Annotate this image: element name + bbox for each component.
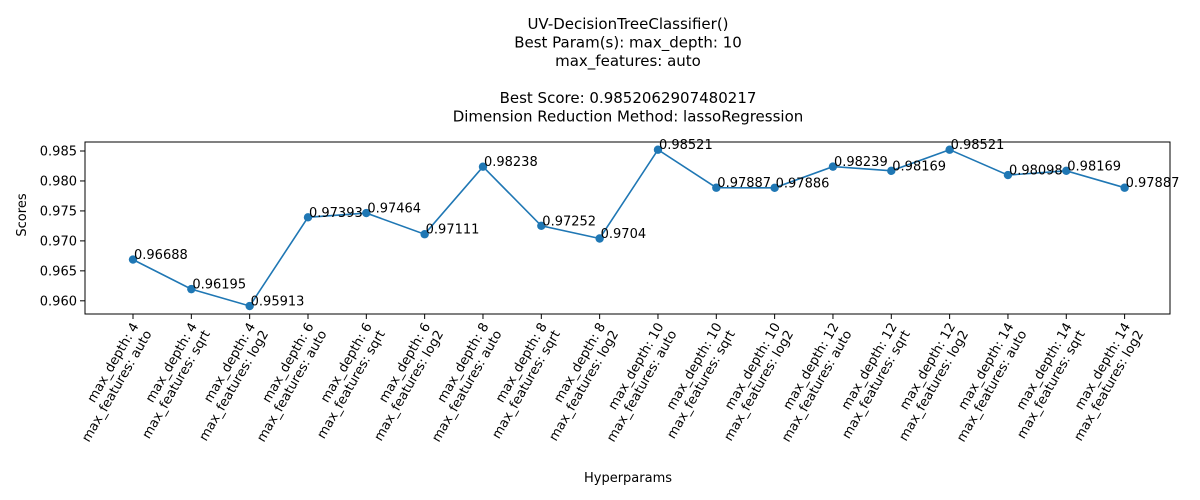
data-point	[420, 230, 429, 239]
data-point	[1120, 183, 1129, 192]
data-label: 0.98239	[834, 155, 888, 170]
data-point	[187, 284, 196, 294]
data-label: 0.98521	[951, 138, 1005, 153]
y-tick-label: 0.975	[40, 204, 77, 219]
data-point	[595, 234, 604, 243]
data-label: 0.98098	[1009, 164, 1063, 179]
data-label: 0.97464	[367, 202, 421, 217]
y-tick-label: 0.970	[40, 234, 77, 249]
data-label: 0.98169	[1067, 159, 1121, 174]
data-point	[653, 145, 663, 154]
title-line: Best Param(s): max_depth: 10	[514, 34, 742, 53]
data-point	[303, 213, 313, 222]
data-point	[770, 183, 779, 192]
data-point	[945, 145, 954, 154]
title-line: UV-DecisionTreeClassifier()	[527, 15, 728, 33]
data-label: 0.98238	[484, 155, 538, 170]
plot-area: 0.960 0.965 0.970 0.975 0.980 0.985 max_depth:…	[40, 138, 1180, 445]
y-tick-label: 0.985	[40, 144, 77, 159]
y-tick-label: 0.980	[40, 174, 77, 189]
data-label: 0.96688	[134, 248, 188, 263]
data-point	[828, 162, 838, 171]
title-line: Dimension Reduction Method: lassoRegress…	[453, 108, 804, 126]
data-point	[887, 166, 896, 176]
series-line	[132, 148, 1125, 307]
data-label: 0.98521	[659, 138, 713, 153]
data-point	[245, 301, 254, 311]
data-label: 0.97887	[1126, 176, 1180, 191]
data-label: 0.9704	[601, 227, 647, 242]
data-point	[537, 221, 546, 230]
data-label: 0.97252	[542, 214, 596, 229]
data-label: 0.97393	[309, 206, 363, 221]
plot-frame	[84, 141, 1171, 315]
data-label: 0.97111	[426, 223, 480, 238]
data-point	[362, 208, 371, 218]
data-point	[712, 183, 721, 192]
data-point	[1062, 166, 1071, 176]
y-tick-label: 0.960	[40, 294, 77, 309]
x-tick-label: max_depth: 4max_features: auto	[66, 320, 155, 444]
data-label: 0.95913	[251, 295, 305, 310]
y-tick-label: 0.965	[40, 264, 77, 279]
data-point	[478, 162, 488, 171]
data-label: 0.97887	[717, 176, 771, 191]
chart-title: UV-DecisionTreeClassifier()Best Param(s)…	[453, 15, 804, 126]
title-line: max_features: auto	[555, 52, 701, 71]
data-label: 0.97886	[776, 176, 830, 191]
x-axis-label: Hyperparams	[584, 471, 672, 486]
data-point	[128, 255, 138, 264]
data-point	[1003, 170, 1013, 180]
title-line: Best Score: 0.9852062907480217	[500, 89, 757, 107]
y-axis-label: Scores	[15, 193, 30, 236]
data-label: 0.96195	[192, 278, 246, 293]
data-label: 0.98169	[892, 159, 946, 174]
